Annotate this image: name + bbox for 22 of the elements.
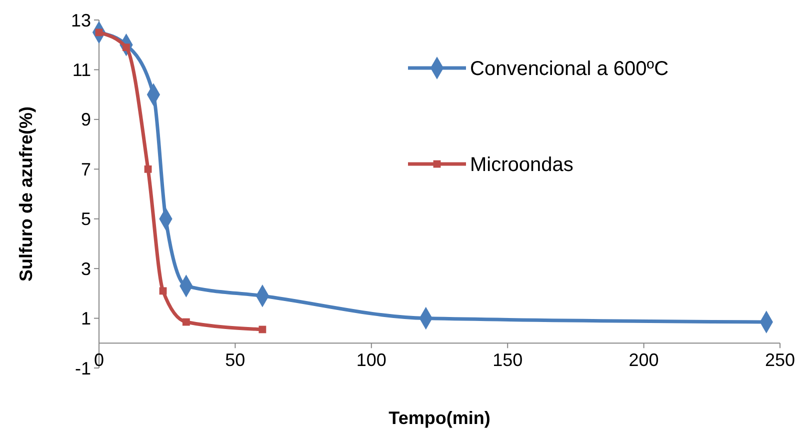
y-tick-label: 3 <box>80 258 91 279</box>
y-tick-label: 7 <box>80 159 91 180</box>
y-tick-label: 9 <box>80 110 91 130</box>
legend-label: Convencional a 600ºC <box>470 58 669 80</box>
point <box>144 165 152 173</box>
y-tick-label: 1 <box>80 308 91 329</box>
y-tick-label: -1 <box>74 358 91 378</box>
x-tick-label: 200 <box>628 350 659 370</box>
point <box>182 318 190 326</box>
x-axis-title: Tempo(min) <box>388 408 490 428</box>
point <box>258 326 266 334</box>
y-tick-label: 13 <box>70 10 91 30</box>
y-tick-label: 5 <box>80 209 91 230</box>
legend-label: Microondas <box>470 154 574 176</box>
point <box>159 287 167 295</box>
y-axis-title: Sulfuro de azufre(%) <box>16 106 36 282</box>
x-tick-label: 50 <box>225 350 246 370</box>
x-tick-label: 0 <box>94 350 104 370</box>
x-tick-label: 150 <box>492 350 523 370</box>
y-tick-label: 11 <box>72 60 91 80</box>
x-tick-label: 250 <box>764 350 796 370</box>
x-tick-label: 100 <box>356 350 386 370</box>
